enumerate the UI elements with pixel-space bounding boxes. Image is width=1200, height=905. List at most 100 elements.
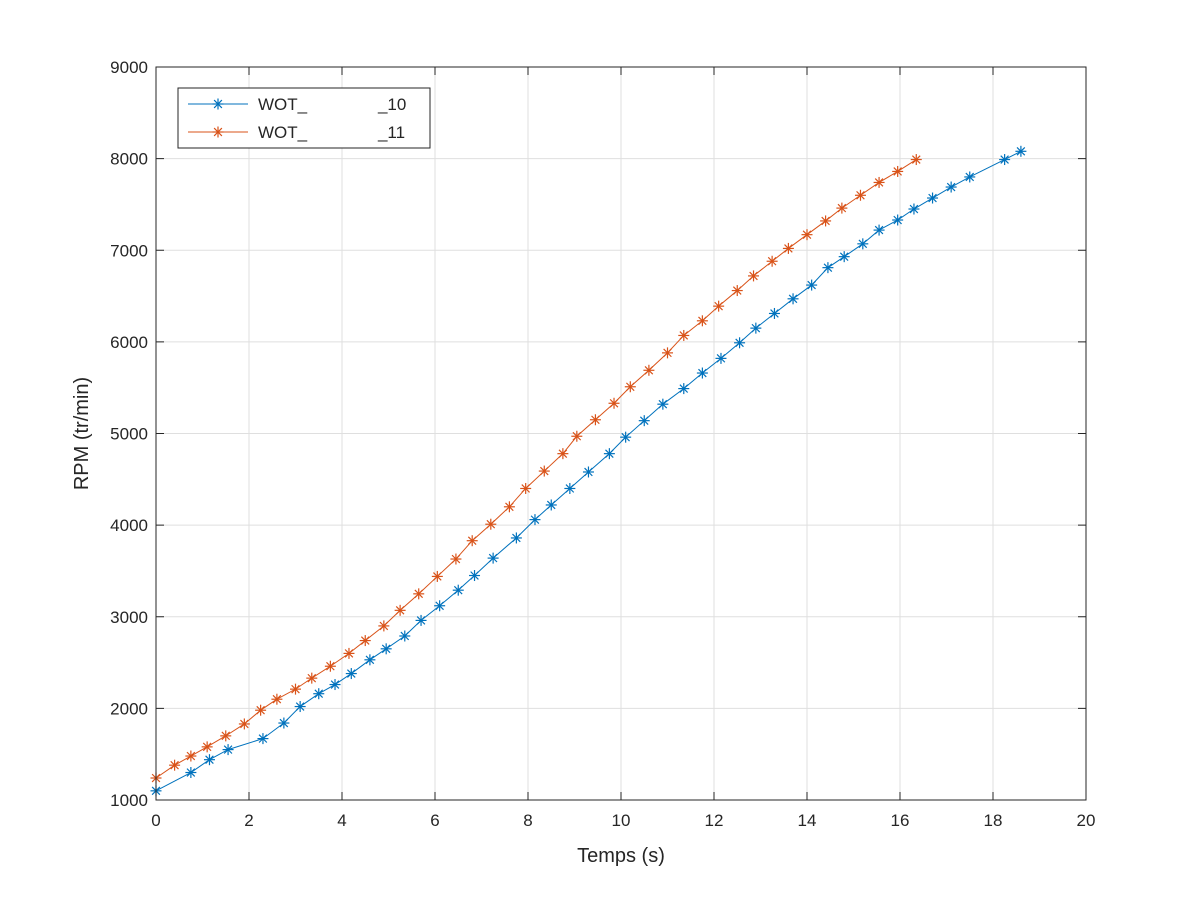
data-point [329,679,341,691]
data-point [394,604,406,616]
data-point [169,759,181,771]
data-point [873,176,885,188]
data-point [510,532,522,544]
x-tick-label: 0 [151,811,160,830]
data-point [854,189,866,201]
data-point [822,262,834,274]
y-tick-label: 9000 [110,58,148,77]
legend-marker [212,98,224,110]
data-point [927,192,939,204]
x-tick-label: 20 [1077,811,1096,830]
data-point [873,224,885,236]
data-point [892,165,904,177]
data-point [662,347,673,359]
data-point [345,668,357,680]
axes-box [155,66,1087,801]
legend-marker [212,126,224,138]
data-point [734,337,746,349]
x-tick-label: 6 [430,811,439,830]
data-point [836,202,848,214]
data-point [520,482,532,494]
x-tick-label: 16 [891,811,910,830]
data-point [787,293,799,305]
data-point [222,744,234,756]
data-point [452,584,464,596]
data-point [538,465,550,477]
data-point [638,415,650,427]
data-point [431,570,443,582]
y-tick-label: 6000 [110,333,148,352]
data-point [892,214,904,226]
data-point [466,535,478,547]
x-axis-label: Temps (s) [577,845,665,867]
series-1 [150,154,922,784]
data-point [678,329,690,341]
data-point [294,701,306,713]
x-tick-label: 12 [705,811,724,830]
x-tick-label: 10 [612,811,631,830]
data-point [545,499,557,511]
y-tick-label: 1000 [110,791,148,810]
data-point [715,352,727,364]
data-point [413,588,425,600]
legend-entry: WOT_ _11 [188,123,405,142]
plot-series [150,145,1027,797]
data-point [731,285,743,297]
data-point [364,654,376,666]
series-line [155,159,917,779]
series-line [155,150,1022,792]
data-point [910,154,922,166]
x-tick-label: 8 [523,811,532,830]
data-point [185,767,197,779]
data-point [238,718,250,730]
data-point [201,741,213,753]
x-tick-label: 14 [798,811,817,830]
data-point [750,322,762,334]
data-point [908,203,920,215]
data-point [564,482,576,494]
data-point [696,367,708,379]
data-point [343,647,355,659]
x-tick-label: 18 [984,811,1003,830]
data-point [290,683,301,695]
y-tick-label: 4000 [110,516,148,535]
data-point [624,381,636,393]
legend-entry: WOT_ _10 [188,95,406,114]
data-point [255,704,267,716]
data-point [271,693,283,705]
data-point [678,383,690,395]
data-point [378,620,390,632]
data-point [608,397,620,409]
y-axis-label: RPM (tr/min) [71,377,93,490]
data-point [1015,145,1027,157]
data-point [820,215,832,227]
data-point [313,688,325,700]
data-point [806,279,818,291]
data-point [782,242,794,254]
y-tick-label: 3000 [110,608,148,627]
data-point [945,181,957,193]
data-point [696,315,708,327]
data-point [257,733,269,745]
data-point [999,154,1011,166]
data-point [768,307,780,319]
data-point [801,229,813,241]
data-point [380,643,392,655]
data-point [838,251,850,263]
data-point [571,430,583,442]
data-point [557,448,569,460]
data-point [469,570,481,582]
data-point [203,754,215,766]
y-tick-label: 5000 [110,425,148,444]
data-point [643,364,655,376]
data-point [529,514,541,526]
data-point [324,660,336,672]
data-point [278,717,290,729]
x-tick-label: 4 [337,811,346,830]
y-tick-label: 8000 [110,150,148,169]
legend: WOT_ _10 WOT_ _11 [177,87,431,149]
data-point [185,750,197,762]
data-point [485,518,497,530]
